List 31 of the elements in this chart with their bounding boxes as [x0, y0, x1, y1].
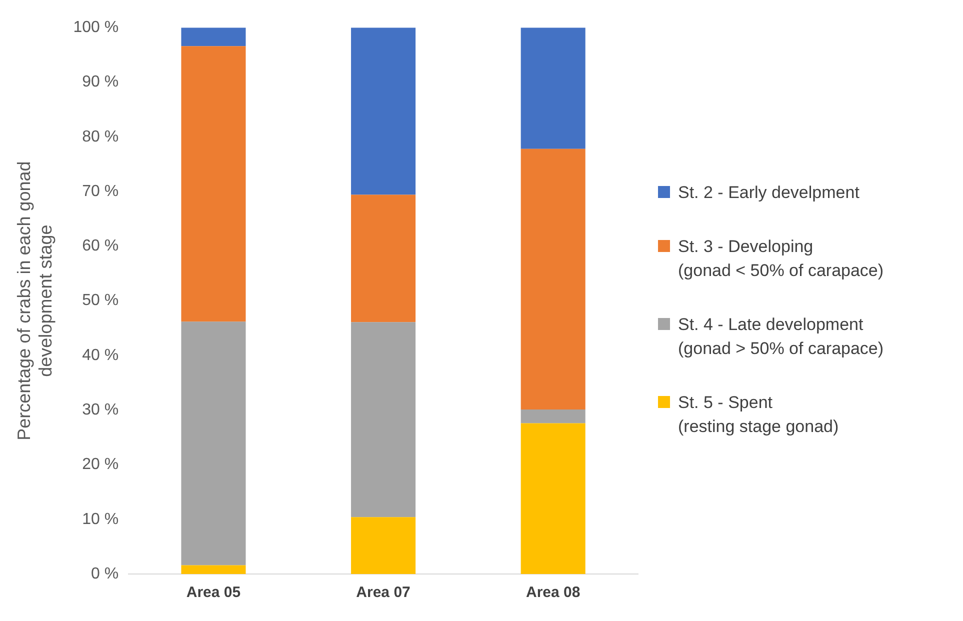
y-tick-label: 100 % [73, 19, 119, 36]
legend-label: St. 4 - Late development (gonad > 50% of carapace) [678, 314, 884, 360]
y-tick-label: 0 % [90, 565, 119, 582]
bar [520, 28, 586, 149]
y-tick-label: 90 % [82, 74, 119, 91]
bar [351, 322, 416, 518]
y-tick-label: 30 % [82, 401, 119, 418]
y-tick-label: 40 % [82, 346, 119, 364]
bar [520, 410, 586, 424]
bar [181, 46, 246, 322]
y-tick-label: 60 % [82, 238, 119, 255]
y-tick-label: 50 % [82, 292, 119, 310]
x-tick-label: Area 05 [186, 584, 241, 602]
legend-label: St. 3 - Developing (gonad < 50% of carapace) [678, 236, 884, 282]
y-tick-label: 10 % [82, 510, 119, 528]
bar [520, 423, 586, 574]
x-tick-label: Area 08 [526, 584, 580, 602]
bar [351, 28, 416, 195]
bar [181, 565, 246, 574]
bar [351, 517, 416, 574]
y-tick-label: 80 % [82, 128, 119, 146]
bar [181, 28, 246, 46]
legend-label: St. 2 - Early develpment [678, 182, 860, 204]
x-tick-label: Area 07 [356, 584, 410, 602]
bar [520, 148, 586, 410]
y-axis-title: Percentage of crabs in each gonad development stage [14, 161, 56, 440]
bar [181, 322, 246, 566]
y-tick-label: 70 % [82, 182, 119, 200]
y-tick-label: 20 % [82, 456, 119, 474]
bar [351, 194, 416, 322]
legend-label: St. 5 - Spent (resting stage gonad) [678, 392, 839, 438]
